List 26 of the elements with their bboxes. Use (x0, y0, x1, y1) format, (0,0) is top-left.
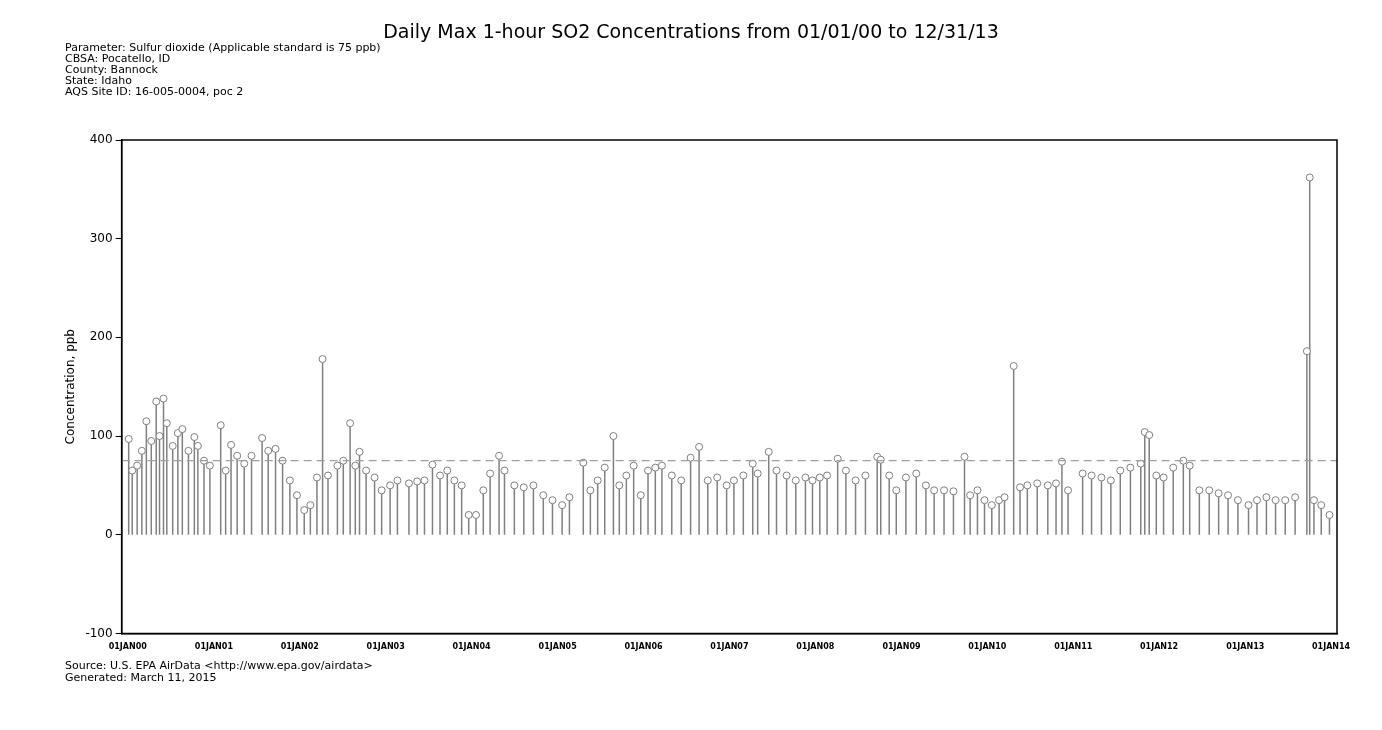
y-tick-label: 200 (89, 329, 113, 344)
x-tick-label: 01JAN05 (538, 642, 578, 652)
chart-subtitle: Parameter: Sulfur dioxide (Applicable standard is 75 ppb) CBSA: Pocatello, ID County: Bannock State: Idaho AQS Site ID: 16-005-0004, poc 2 (65, 41, 381, 98)
x-tick-label: 01JAN09 (882, 642, 921, 652)
x-tick-label: 01JAN00 (108, 642, 148, 652)
x-tick-label: 01JAN06 (624, 642, 664, 652)
x-tick-label: 01JAN01 (194, 642, 234, 652)
y-tick-label: 300 (89, 230, 113, 245)
x-tick-label: 01JAN12 (1140, 642, 1179, 652)
x-tick-label: 01JAN13 (1226, 642, 1265, 652)
x-tick-label: 01JAN07 (710, 642, 749, 652)
source-note: Source: U.S. EPA AirData <http://www.epa.gov/airdata> (65, 659, 373, 672)
y-tick-label: 400 (89, 132, 113, 147)
y-tick-label: -100 (85, 625, 113, 640)
y-tick-label: 100 (89, 428, 113, 443)
x-tick-label: 01JAN11 (1054, 642, 1093, 652)
x-tick-label: 01JAN03 (366, 642, 405, 652)
x-tick-label: 01JAN02 (280, 642, 319, 652)
y-tick-label: 0 (104, 526, 113, 541)
text: Generated: March 11, 2015 (65, 671, 218, 684)
x-tick-label: 01JAN08 (796, 642, 835, 652)
x-tick-label: 01JAN04 (452, 642, 492, 652)
x-tick-label: 01JAN14 (1312, 642, 1351, 652)
y-axis-title: Concentration, ppb (63, 329, 78, 445)
x-tick-label: 01JAN10 (968, 642, 1007, 652)
chart-title: Daily Max 1-hour SO2 Concentrations from 01/01/00 to 12/31/13 (382, 20, 1000, 42)
